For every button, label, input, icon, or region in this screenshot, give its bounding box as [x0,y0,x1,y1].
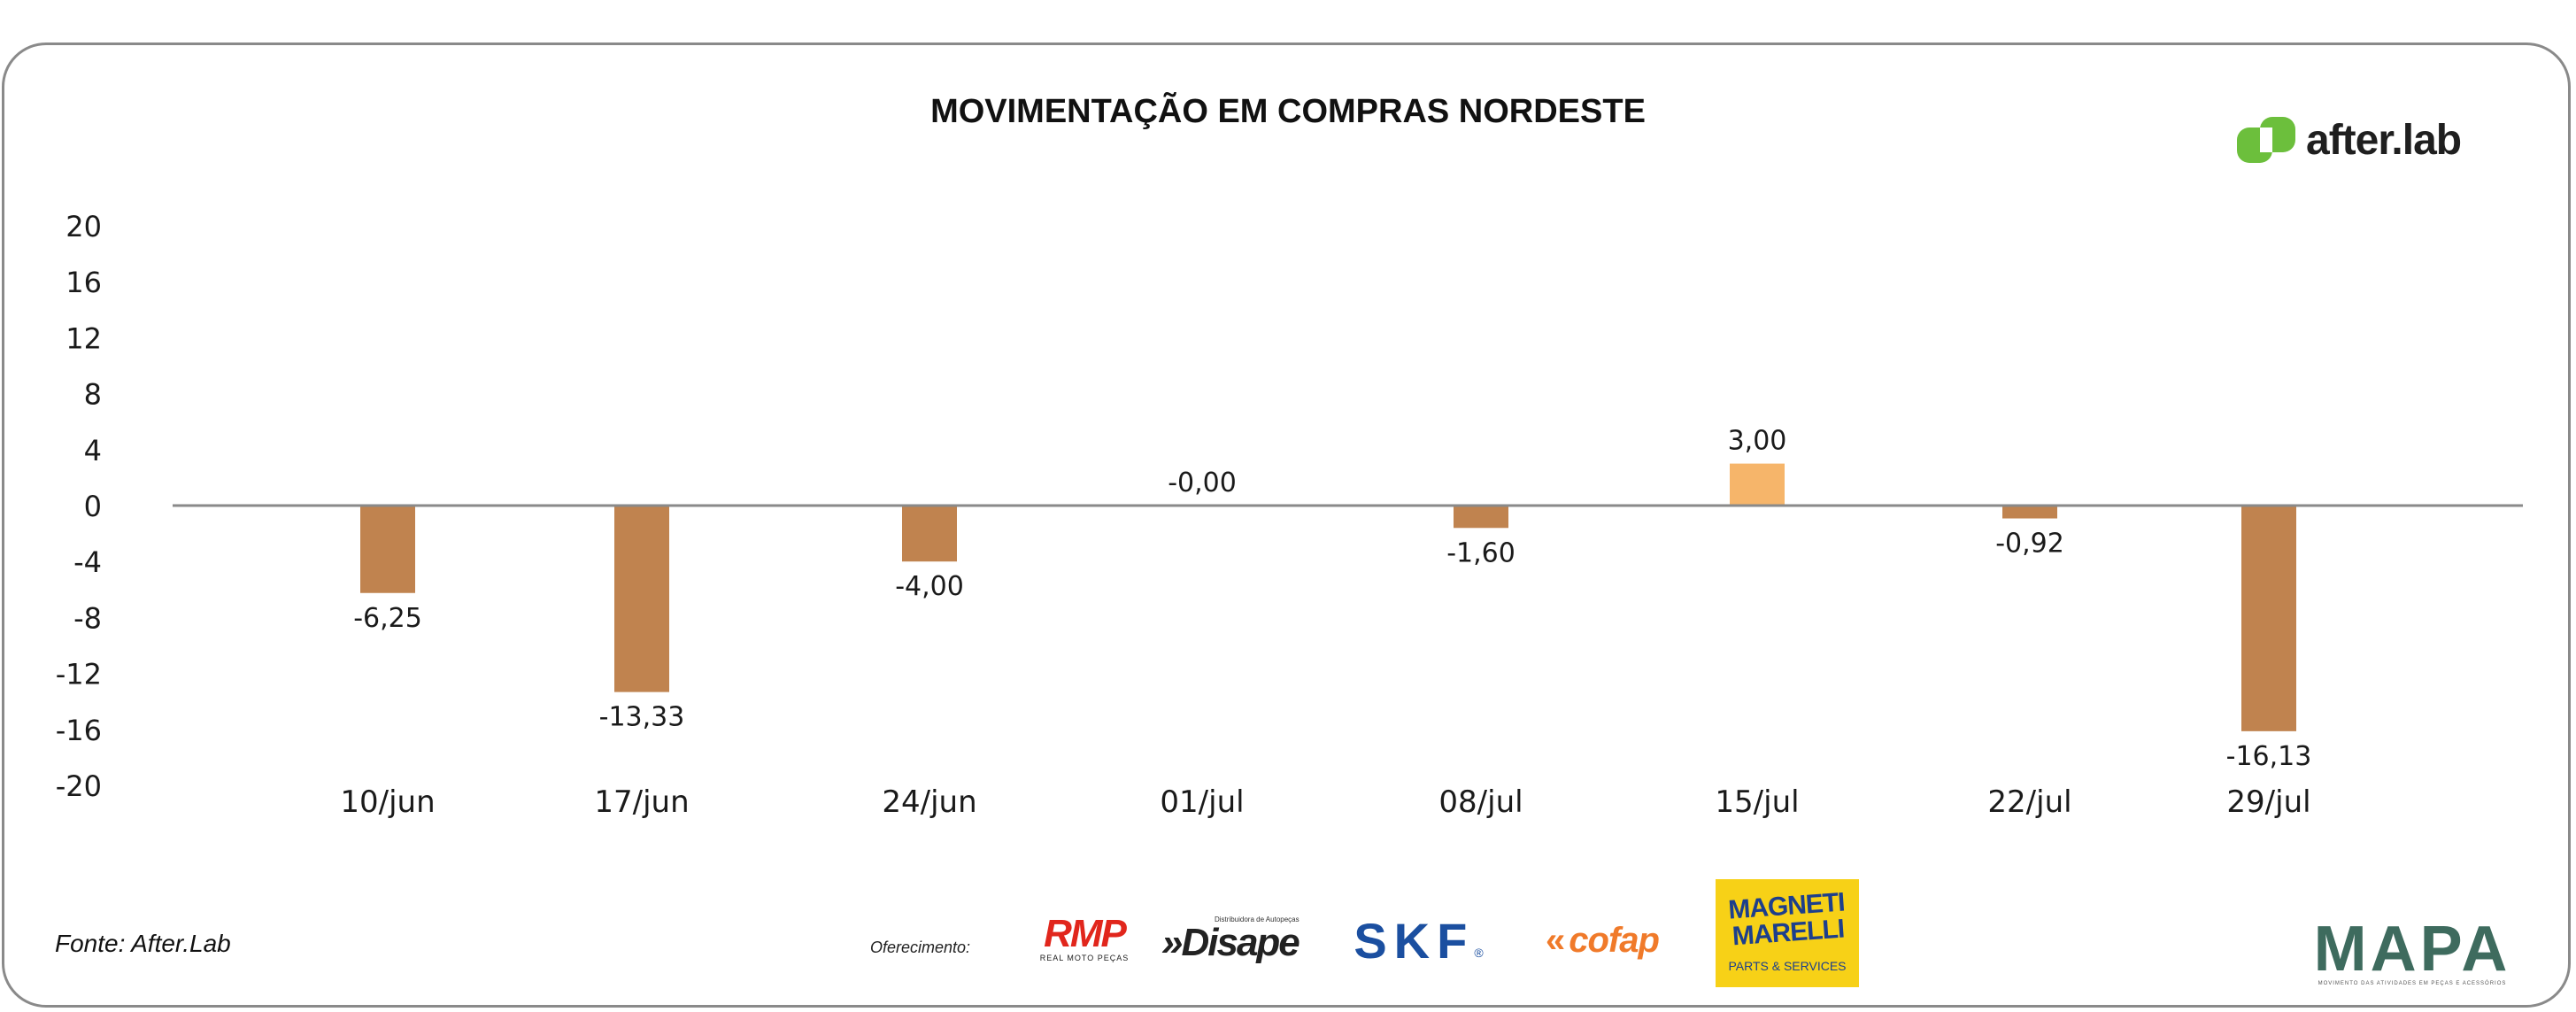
y-tick-label: 4 [84,434,102,467]
data-label: 3,00 [1728,426,1787,457]
x-tick-label: 17/jun [594,784,689,820]
data-label: -16,13 [2226,741,2312,772]
bar [1454,506,1508,529]
bar [2241,506,2296,731]
bar [2002,506,2057,519]
magneti-marelli-logo-text: MAGNETI MARELLI [1727,887,1846,952]
magneti-marelli-logo: MAGNETI MARELLI PARTS & SERVICES [1716,879,1859,987]
afterlab-logo: after.lab [2235,113,2462,166]
rmp-logo-subtitle: REAL MOTO PEÇAS [1039,954,1130,962]
disape-logo: Distribuidora de Autopeças »Disape [1161,912,1321,965]
y-tick-label: -4 [73,545,102,579]
rmp-logo: RMP REAL MOTO PEÇAS [1027,912,1142,965]
y-tick-label: 8 [84,378,102,412]
skf-logo: SKF ® [1337,912,1500,969]
mapa-logo-text: MAPA [2313,914,2511,985]
data-label: -0,00 [1168,467,1237,498]
y-tick-label: 16 [66,266,102,299]
y-tick-label: -12 [56,658,102,691]
source-note: Fonte: After.Lab [55,930,231,957]
disape-logo-subtitle: Distribuidora de Autopeças [1215,915,1300,923]
bar [614,506,669,692]
sponsor-label: Oferecimento: [870,939,971,956]
y-tick-label: 20 [66,210,102,243]
x-tick-label: 24/jun [882,784,976,820]
chart-card [2,42,2571,1008]
x-tick-label: 08/jul [1438,784,1523,820]
cofap-logo-text: cofap [1569,921,1660,960]
skf-logo-text: SKF [1354,912,1475,969]
cofap-logo: « cofap [1518,916,1686,965]
chart-title: MOVIMENTAÇÃO EM COMPRAS NORDESTE [930,93,1646,130]
data-label: -0,92 [1995,529,2064,560]
y-tick-label: -16 [56,714,102,747]
data-label: -1,60 [1446,537,1516,568]
x-tick-label: 10/jun [340,784,435,820]
cofap-mark-icon: « [1546,921,1566,960]
bar [360,506,415,593]
x-tick-label: 15/jul [1715,784,1799,820]
x-tick-label: 29/jul [2226,784,2310,820]
x-tick-label: 01/jul [1160,784,1244,820]
y-tick-label: -8 [73,601,102,635]
skf-registered-mark: ® [1474,946,1484,960]
y-tick-label: -20 [56,769,102,803]
data-label: -4,00 [895,571,964,602]
data-label: -13,33 [599,702,685,733]
mapa-logo-subtitle: MOVIMENTO DAS ATIVIDADES EM PEÇAS E ACES… [2318,981,2507,986]
x-tick-label: 22/jul [1987,784,2071,820]
data-label: -6,25 [353,603,422,634]
disape-logo-text: »Disape [1161,920,1300,964]
afterlab-mark-icon [2235,115,2299,165]
afterlab-logo-text: after.lab [2306,116,2462,164]
y-tick-label: 12 [66,321,102,355]
bar [1730,463,1785,506]
rmp-logo-text: RMP [1044,912,1127,955]
magneti-marelli-subtitle: PARTS & SERVICES [1728,959,1847,973]
bar [902,506,957,562]
y-tick-label: 0 [84,490,102,523]
mapa-logo: MAPA MOVIMENTO DAS ATIVIDADES EM PEÇAS E… [2313,912,2511,992]
